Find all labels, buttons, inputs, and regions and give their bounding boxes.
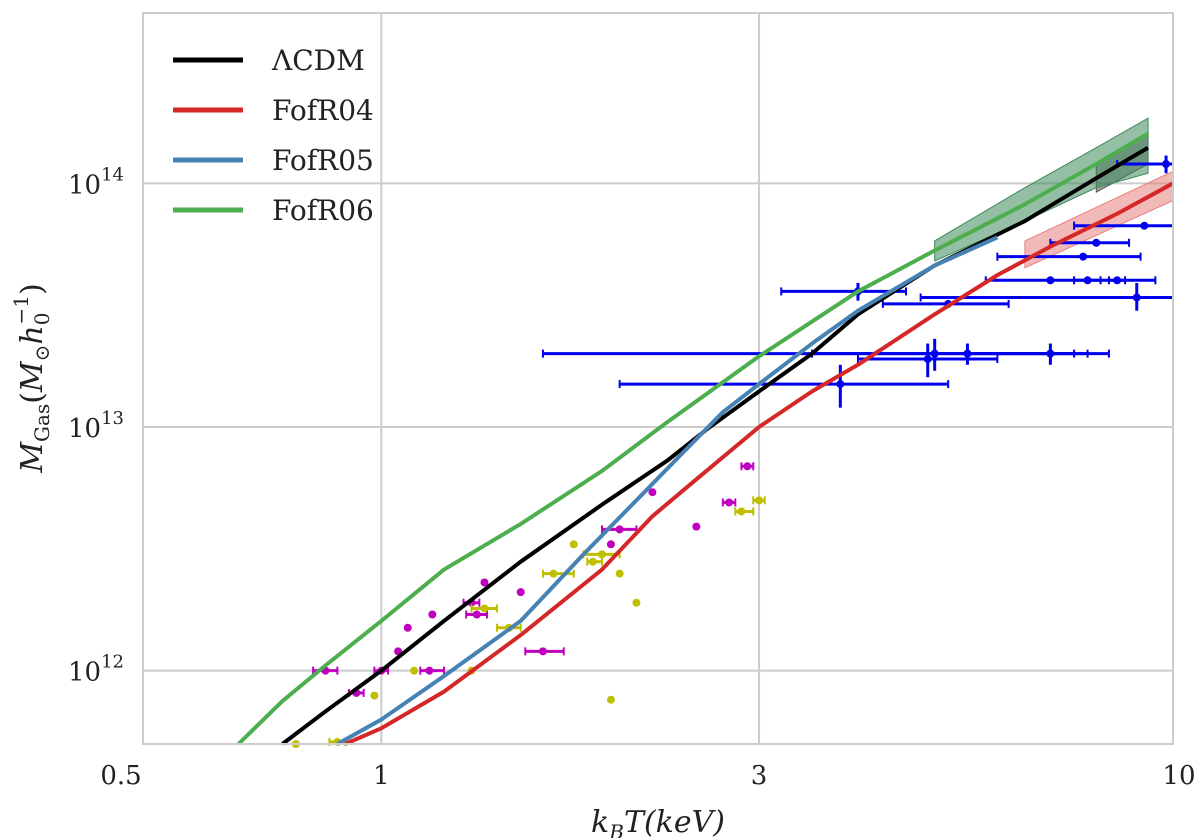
x-tick-label: 10 xyxy=(1162,761,1195,791)
legend: ΛCDM FofR04 FofR05 FofR06 xyxy=(173,44,374,227)
obs-point-magenta xyxy=(606,540,615,549)
y-tick-label: 1014 xyxy=(68,164,124,200)
x-tick-label: 0.5 xyxy=(100,761,141,791)
obs-point-blue xyxy=(1132,293,1141,302)
obs-point-magenta xyxy=(472,610,481,619)
obs-point-magenta xyxy=(403,623,412,632)
y-tick-exponent: 14 xyxy=(101,164,124,185)
obs-point-magenta xyxy=(725,498,734,507)
line-fofr06 xyxy=(237,131,1150,746)
obs-point-yellow xyxy=(615,569,624,578)
obs-point-yellow xyxy=(549,569,558,578)
obs-point-magenta xyxy=(425,666,434,675)
y-axis-label-hsub: 0 xyxy=(30,313,54,326)
obs-point-blue xyxy=(836,380,845,389)
y-axis-label-open: ( xyxy=(15,392,50,404)
obs-point-blue xyxy=(923,355,932,364)
legend-label: ΛCDM xyxy=(271,44,365,77)
line-fofr05 xyxy=(336,235,999,746)
obs-point-yellow xyxy=(606,695,615,704)
obs-point-yellow xyxy=(588,557,597,566)
y-axis-label-sun: ⊙ xyxy=(30,345,54,362)
obs-point-magenta xyxy=(428,610,437,619)
obs-point-yellow xyxy=(569,540,578,549)
obs-point-blue xyxy=(1092,238,1101,247)
y-axis-label-close: ) xyxy=(15,283,50,295)
y-axis-label-msun: M xyxy=(15,360,50,393)
y-tick-label: 1013 xyxy=(68,408,124,444)
obs-point-yellow xyxy=(410,666,419,675)
obs-point-yellow xyxy=(480,604,489,613)
obs-point-yellow xyxy=(632,598,641,607)
obs-point-magenta xyxy=(516,588,525,597)
obs-point-magenta xyxy=(538,647,547,656)
y-tick-base: 10 xyxy=(68,658,101,688)
x-axis-label-k: k xyxy=(591,805,609,838)
legend-label: FofR05 xyxy=(272,144,374,177)
x-axis-label-rest: T(keV) xyxy=(624,805,725,838)
x-tick-label: 3 xyxy=(751,761,768,791)
legend-label: FofR06 xyxy=(272,194,374,227)
plot-frame xyxy=(142,12,1174,745)
obs-point-blue xyxy=(1113,276,1122,285)
y-tick-base: 10 xyxy=(68,170,101,200)
obs-point-blue xyxy=(1162,160,1171,169)
obs-point-magenta xyxy=(648,488,657,497)
obs-point-yellow xyxy=(598,550,607,559)
y-tick-base: 10 xyxy=(68,414,101,444)
obs-point-magenta xyxy=(692,522,701,531)
obs-point-blue xyxy=(1079,252,1088,261)
model-lines xyxy=(237,131,1174,746)
y-axis-label-m: M xyxy=(15,441,50,474)
obs-point-magenta xyxy=(743,462,752,471)
obs-point-magenta xyxy=(615,525,624,534)
y-tick-exponent: 12 xyxy=(101,652,124,673)
obs-point-yellow xyxy=(737,507,746,516)
obs-point-yellow xyxy=(755,496,764,505)
y-axis-label-hsup: −1 xyxy=(9,295,33,324)
x-axis-label: kBT(keV) xyxy=(591,805,725,838)
y-tick-label: 1012 xyxy=(68,652,124,688)
line-fofr04 xyxy=(344,181,1174,746)
plot-area xyxy=(143,13,1173,744)
y-tick-exponent: 13 xyxy=(101,408,124,429)
obs-point-blue xyxy=(1083,276,1092,285)
obs-point-magenta xyxy=(480,578,489,587)
obs-point-yellow xyxy=(370,691,379,700)
y-axis-label-sub: Gas xyxy=(30,404,54,442)
y-axis-label: MGas(M⊙h0−1) xyxy=(9,283,54,473)
obs-point-blue xyxy=(1140,221,1149,230)
y-axis-label-h: h xyxy=(15,325,50,344)
x-axis-label-sub: B xyxy=(608,820,624,838)
x-tick-label: 1 xyxy=(373,761,390,791)
legend-label: FofR04 xyxy=(272,94,374,127)
obs-point-blue xyxy=(1046,276,1055,285)
obs-point-blue xyxy=(1046,349,1055,358)
x-tick-labels: 0.5 1 3 10 xyxy=(100,761,1195,791)
